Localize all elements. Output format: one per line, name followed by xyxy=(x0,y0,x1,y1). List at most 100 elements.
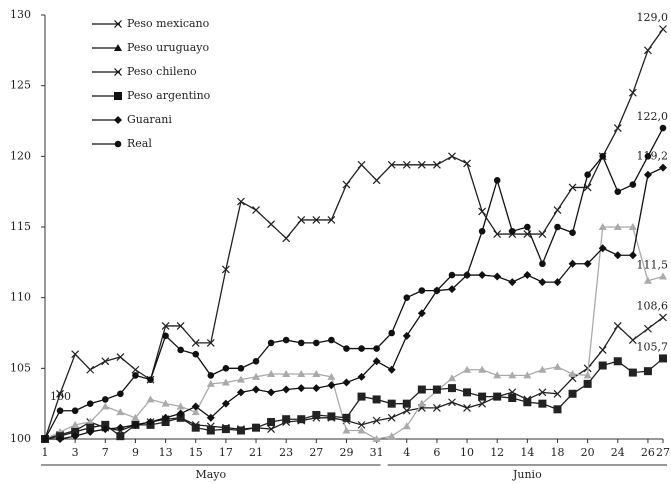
marker xyxy=(176,409,185,418)
marker xyxy=(598,346,607,354)
marker xyxy=(628,223,637,230)
marker xyxy=(432,403,441,412)
marker xyxy=(463,403,471,412)
marker xyxy=(146,418,155,427)
marker xyxy=(71,427,80,436)
marker xyxy=(538,278,547,287)
value-label: 129,0 xyxy=(637,11,669,24)
month-label-bg xyxy=(501,466,554,482)
marker xyxy=(478,365,487,373)
marker xyxy=(523,271,532,280)
marker xyxy=(538,399,547,408)
marker xyxy=(613,322,622,330)
value-label: 108,6 xyxy=(637,299,669,312)
marker xyxy=(312,410,321,419)
marker xyxy=(282,336,290,344)
marker xyxy=(176,413,185,422)
marker xyxy=(387,365,396,374)
marker xyxy=(86,365,95,374)
marker xyxy=(554,223,561,231)
marker xyxy=(598,223,607,230)
marker xyxy=(147,376,154,383)
marker xyxy=(478,271,487,280)
month-label-bg xyxy=(184,466,237,482)
marker xyxy=(553,206,562,214)
marker xyxy=(493,177,501,184)
marker xyxy=(613,251,622,260)
marker xyxy=(101,396,109,403)
marker xyxy=(447,374,456,382)
x-tick-label: 10 xyxy=(460,446,474,459)
marker xyxy=(114,140,122,148)
month-label: Mayo xyxy=(195,468,226,481)
marker xyxy=(478,227,486,235)
marker xyxy=(114,44,122,51)
legend-label: Peso mexicano xyxy=(127,17,210,30)
marker xyxy=(448,152,456,161)
marker xyxy=(357,420,366,429)
marker xyxy=(372,435,381,442)
marker xyxy=(403,294,411,301)
marker xyxy=(493,272,502,281)
marker xyxy=(659,163,667,172)
marker xyxy=(463,271,471,279)
marker xyxy=(161,399,170,407)
marker xyxy=(373,345,380,352)
marker xyxy=(463,365,472,373)
annotation: 100 xyxy=(50,390,71,403)
marker xyxy=(523,398,532,407)
marker xyxy=(297,339,305,347)
marker xyxy=(643,367,652,376)
marker xyxy=(237,197,245,206)
marker xyxy=(643,276,652,284)
marker xyxy=(372,395,381,404)
marker xyxy=(493,392,502,401)
marker xyxy=(343,345,350,352)
marker xyxy=(297,369,306,377)
marker xyxy=(71,350,80,359)
marker xyxy=(117,390,124,398)
y-tick-label: 130 xyxy=(10,8,31,21)
marker xyxy=(176,402,185,410)
marker xyxy=(161,322,170,330)
marker xyxy=(312,384,321,393)
marker xyxy=(101,402,110,410)
marker xyxy=(447,384,456,393)
marker xyxy=(628,88,637,97)
marker xyxy=(101,357,110,366)
marker xyxy=(267,220,276,229)
marker xyxy=(478,207,487,216)
marker xyxy=(252,357,260,365)
marker xyxy=(613,223,622,230)
marker xyxy=(613,357,622,366)
x-tick-label: 23 xyxy=(279,446,293,459)
marker xyxy=(131,365,140,374)
marker xyxy=(101,425,110,434)
marker xyxy=(327,381,336,390)
legend-label: Peso uruguayo xyxy=(127,41,210,54)
marker xyxy=(207,372,215,379)
x-tick-label: 21 xyxy=(249,446,263,459)
marker xyxy=(206,413,215,422)
x-tick-label: 24 xyxy=(611,446,625,459)
marker xyxy=(447,285,456,294)
marker xyxy=(86,423,95,432)
marker xyxy=(553,389,562,398)
marker xyxy=(402,406,411,415)
marker xyxy=(71,407,79,415)
legend-label: Peso chileno xyxy=(127,65,197,78)
marker xyxy=(131,413,140,421)
marker xyxy=(297,415,306,424)
x-tick-label: 27 xyxy=(656,446,670,459)
marker xyxy=(628,368,637,377)
marker xyxy=(478,399,487,408)
marker xyxy=(114,20,122,28)
x-tick-label: 9 xyxy=(132,446,139,459)
marker xyxy=(598,244,607,253)
marker xyxy=(327,216,336,224)
marker xyxy=(583,379,592,388)
marker xyxy=(221,265,230,274)
marker xyxy=(236,388,245,397)
marker xyxy=(644,324,652,333)
